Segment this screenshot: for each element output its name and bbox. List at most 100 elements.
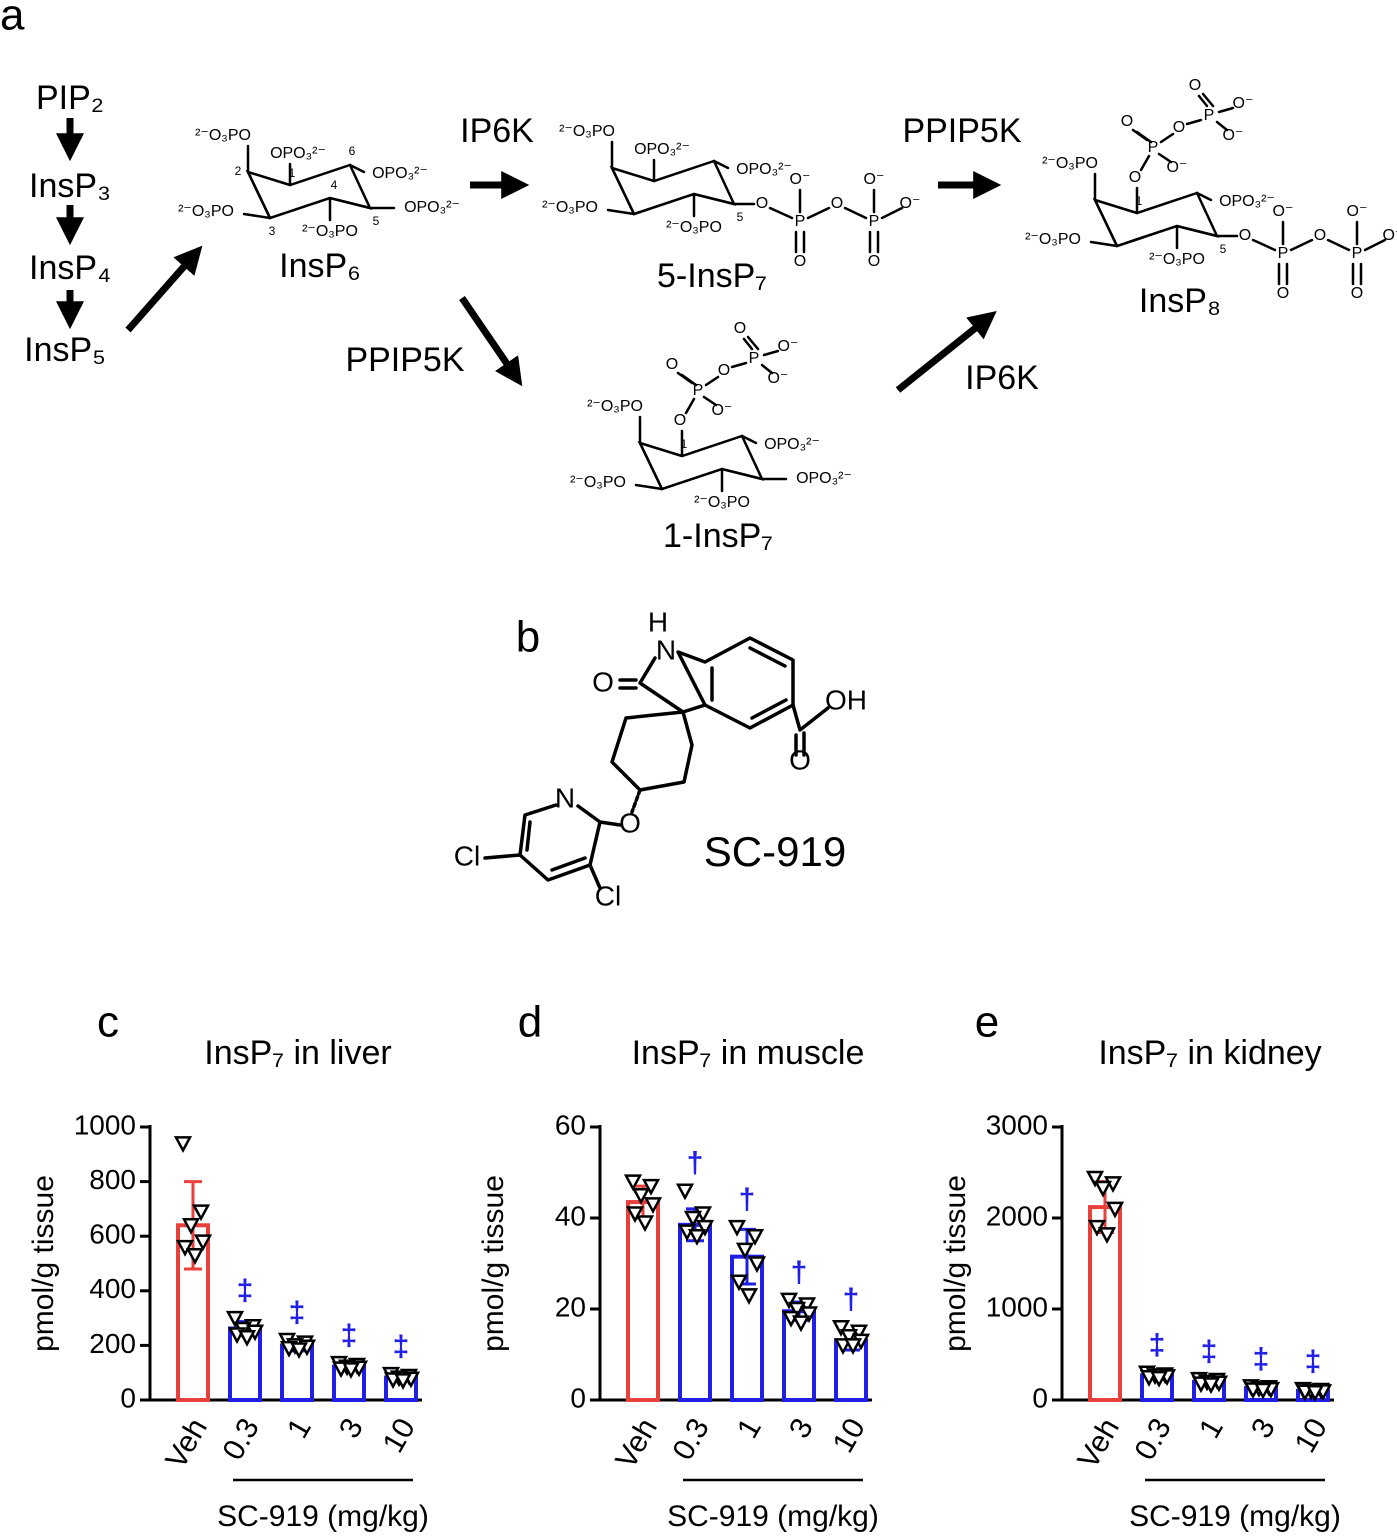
ring-front <box>638 441 764 491</box>
bonds <box>242 144 396 222</box>
data-point <box>643 1197 663 1214</box>
atom-label: O⁻ <box>1233 95 1254 112</box>
data-point <box>695 1219 715 1237</box>
significance-mark: ‡ <box>341 1319 358 1352</box>
data-point <box>791 1315 811 1333</box>
atom-label: O⁻ <box>1167 159 1188 176</box>
atom-label: ²⁻O₃PO <box>178 203 234 220</box>
compound-name: InsP₈ <box>1139 282 1221 320</box>
x-tick-label: Veh <box>609 1413 663 1474</box>
atom-label: ²⁻O₃PO <box>542 199 598 216</box>
compound-name: SC-919 <box>704 828 846 875</box>
data-point <box>1201 1377 1221 1395</box>
ring-number: 5 <box>737 210 744 224</box>
y-axis-label: pmol/g tissue <box>477 1175 510 1352</box>
atom-label: O <box>1121 113 1133 130</box>
atom-label: OPO₃²⁻ <box>1219 193 1275 210</box>
atom: O <box>619 807 641 838</box>
atom-label: ²⁻O₃PO <box>587 398 643 415</box>
data-point <box>625 1206 645 1224</box>
atom-label: P <box>869 213 880 230</box>
y-tick-label: 800 <box>89 1164 136 1195</box>
enzyme: IP6K <box>460 112 534 150</box>
y-tick-label: 0 <box>1032 1382 1048 1413</box>
atom-label: O⁻ <box>768 370 789 387</box>
data-point <box>779 1292 799 1310</box>
panel-label: c <box>97 998 119 1047</box>
ring-front <box>1093 198 1219 248</box>
data-point <box>641 1178 661 1196</box>
chart-title: InsP₇ in liver <box>204 1034 391 1072</box>
atom-label: O⁻ <box>1383 227 1397 244</box>
data-point <box>173 1136 193 1154</box>
significance-mark: ‡ <box>1201 1335 1218 1368</box>
atom-label: O <box>831 195 843 212</box>
y-tick-label: 600 <box>89 1219 136 1250</box>
x-tick-label: 0.3 <box>666 1413 715 1466</box>
bar <box>678 1222 712 1402</box>
atom-label: P <box>693 382 704 399</box>
x-axis-label: SC-919 (mg/kg) <box>667 1500 879 1533</box>
data-point <box>729 1274 749 1292</box>
data-point <box>191 1204 211 1222</box>
data-point <box>225 1310 245 1328</box>
data-point <box>1253 1382 1273 1400</box>
atom-label: OPO₃²⁻ <box>372 165 428 182</box>
chart-title: InsP₇ in kidney <box>1098 1034 1321 1072</box>
enzyme: PPIP5K <box>902 112 1021 150</box>
data-point <box>739 1288 759 1305</box>
atom-label: ²⁻O₃PO <box>570 474 626 491</box>
ring-number: 1 <box>681 437 688 451</box>
data-point <box>289 1342 309 1360</box>
data-point <box>745 1228 765 1246</box>
panel-label: e <box>975 998 999 1047</box>
x-tick-label: Veh <box>159 1413 213 1474</box>
atom-label: O <box>674 412 686 429</box>
compound-name: 5-InsP₇ <box>657 257 767 295</box>
atom-label: O <box>794 253 806 270</box>
y-axis-label: pmol/g tissue <box>939 1175 972 1352</box>
atom-label: O <box>756 195 768 212</box>
atom-label: O <box>1277 285 1289 302</box>
atom: O <box>789 744 811 775</box>
y-tick-label: 0 <box>120 1382 136 1413</box>
atom: N <box>656 634 676 665</box>
y-tick-label: 60 <box>555 1109 586 1140</box>
bonds <box>606 140 904 254</box>
data-point <box>799 1306 819 1324</box>
x-tick-label: 0.3 <box>216 1413 265 1466</box>
arrows <box>56 118 1002 393</box>
data-point <box>175 1239 195 1257</box>
significance-mark: ‡ <box>237 1274 254 1307</box>
chain-item: InsP₅ <box>24 331 106 369</box>
y-axis-label: pmol/g tissue <box>27 1175 60 1352</box>
atom-label: O <box>734 320 746 337</box>
data-point <box>631 1188 651 1205</box>
atom-label: ²⁻O₃PO <box>1025 231 1081 248</box>
data-point <box>1305 1385 1325 1402</box>
y-tick-label: 0 <box>570 1382 586 1413</box>
x-tick-label: 0.3 <box>1128 1413 1177 1466</box>
ring-number: 5 <box>1220 242 1227 256</box>
atom-label: P <box>1352 245 1363 262</box>
significance-mark: † <box>687 1147 704 1180</box>
atom-label: OPO₃²⁻ <box>736 161 792 178</box>
atom-label: OPO₃²⁻ <box>634 141 690 158</box>
y-tick-label: 400 <box>89 1273 136 1304</box>
atom: Cl <box>595 880 621 911</box>
x-tick-label: 1 <box>1193 1413 1230 1444</box>
y-tick-label: 1000 <box>74 1109 136 1140</box>
ring-number: 2 <box>235 164 242 178</box>
panel-label: a <box>0 0 25 40</box>
ring-number: 1 <box>1136 194 1143 208</box>
data-point <box>843 1338 863 1356</box>
atom-label: O <box>1129 169 1141 186</box>
x-tick-label: Veh <box>1071 1413 1125 1474</box>
x-tick-label: 10 <box>377 1413 422 1458</box>
atom-label: O⁻ <box>778 338 799 355</box>
data-point <box>839 1329 859 1346</box>
data-point <box>727 1219 747 1237</box>
data-point <box>683 1210 703 1228</box>
atom-label: O <box>1314 227 1326 244</box>
